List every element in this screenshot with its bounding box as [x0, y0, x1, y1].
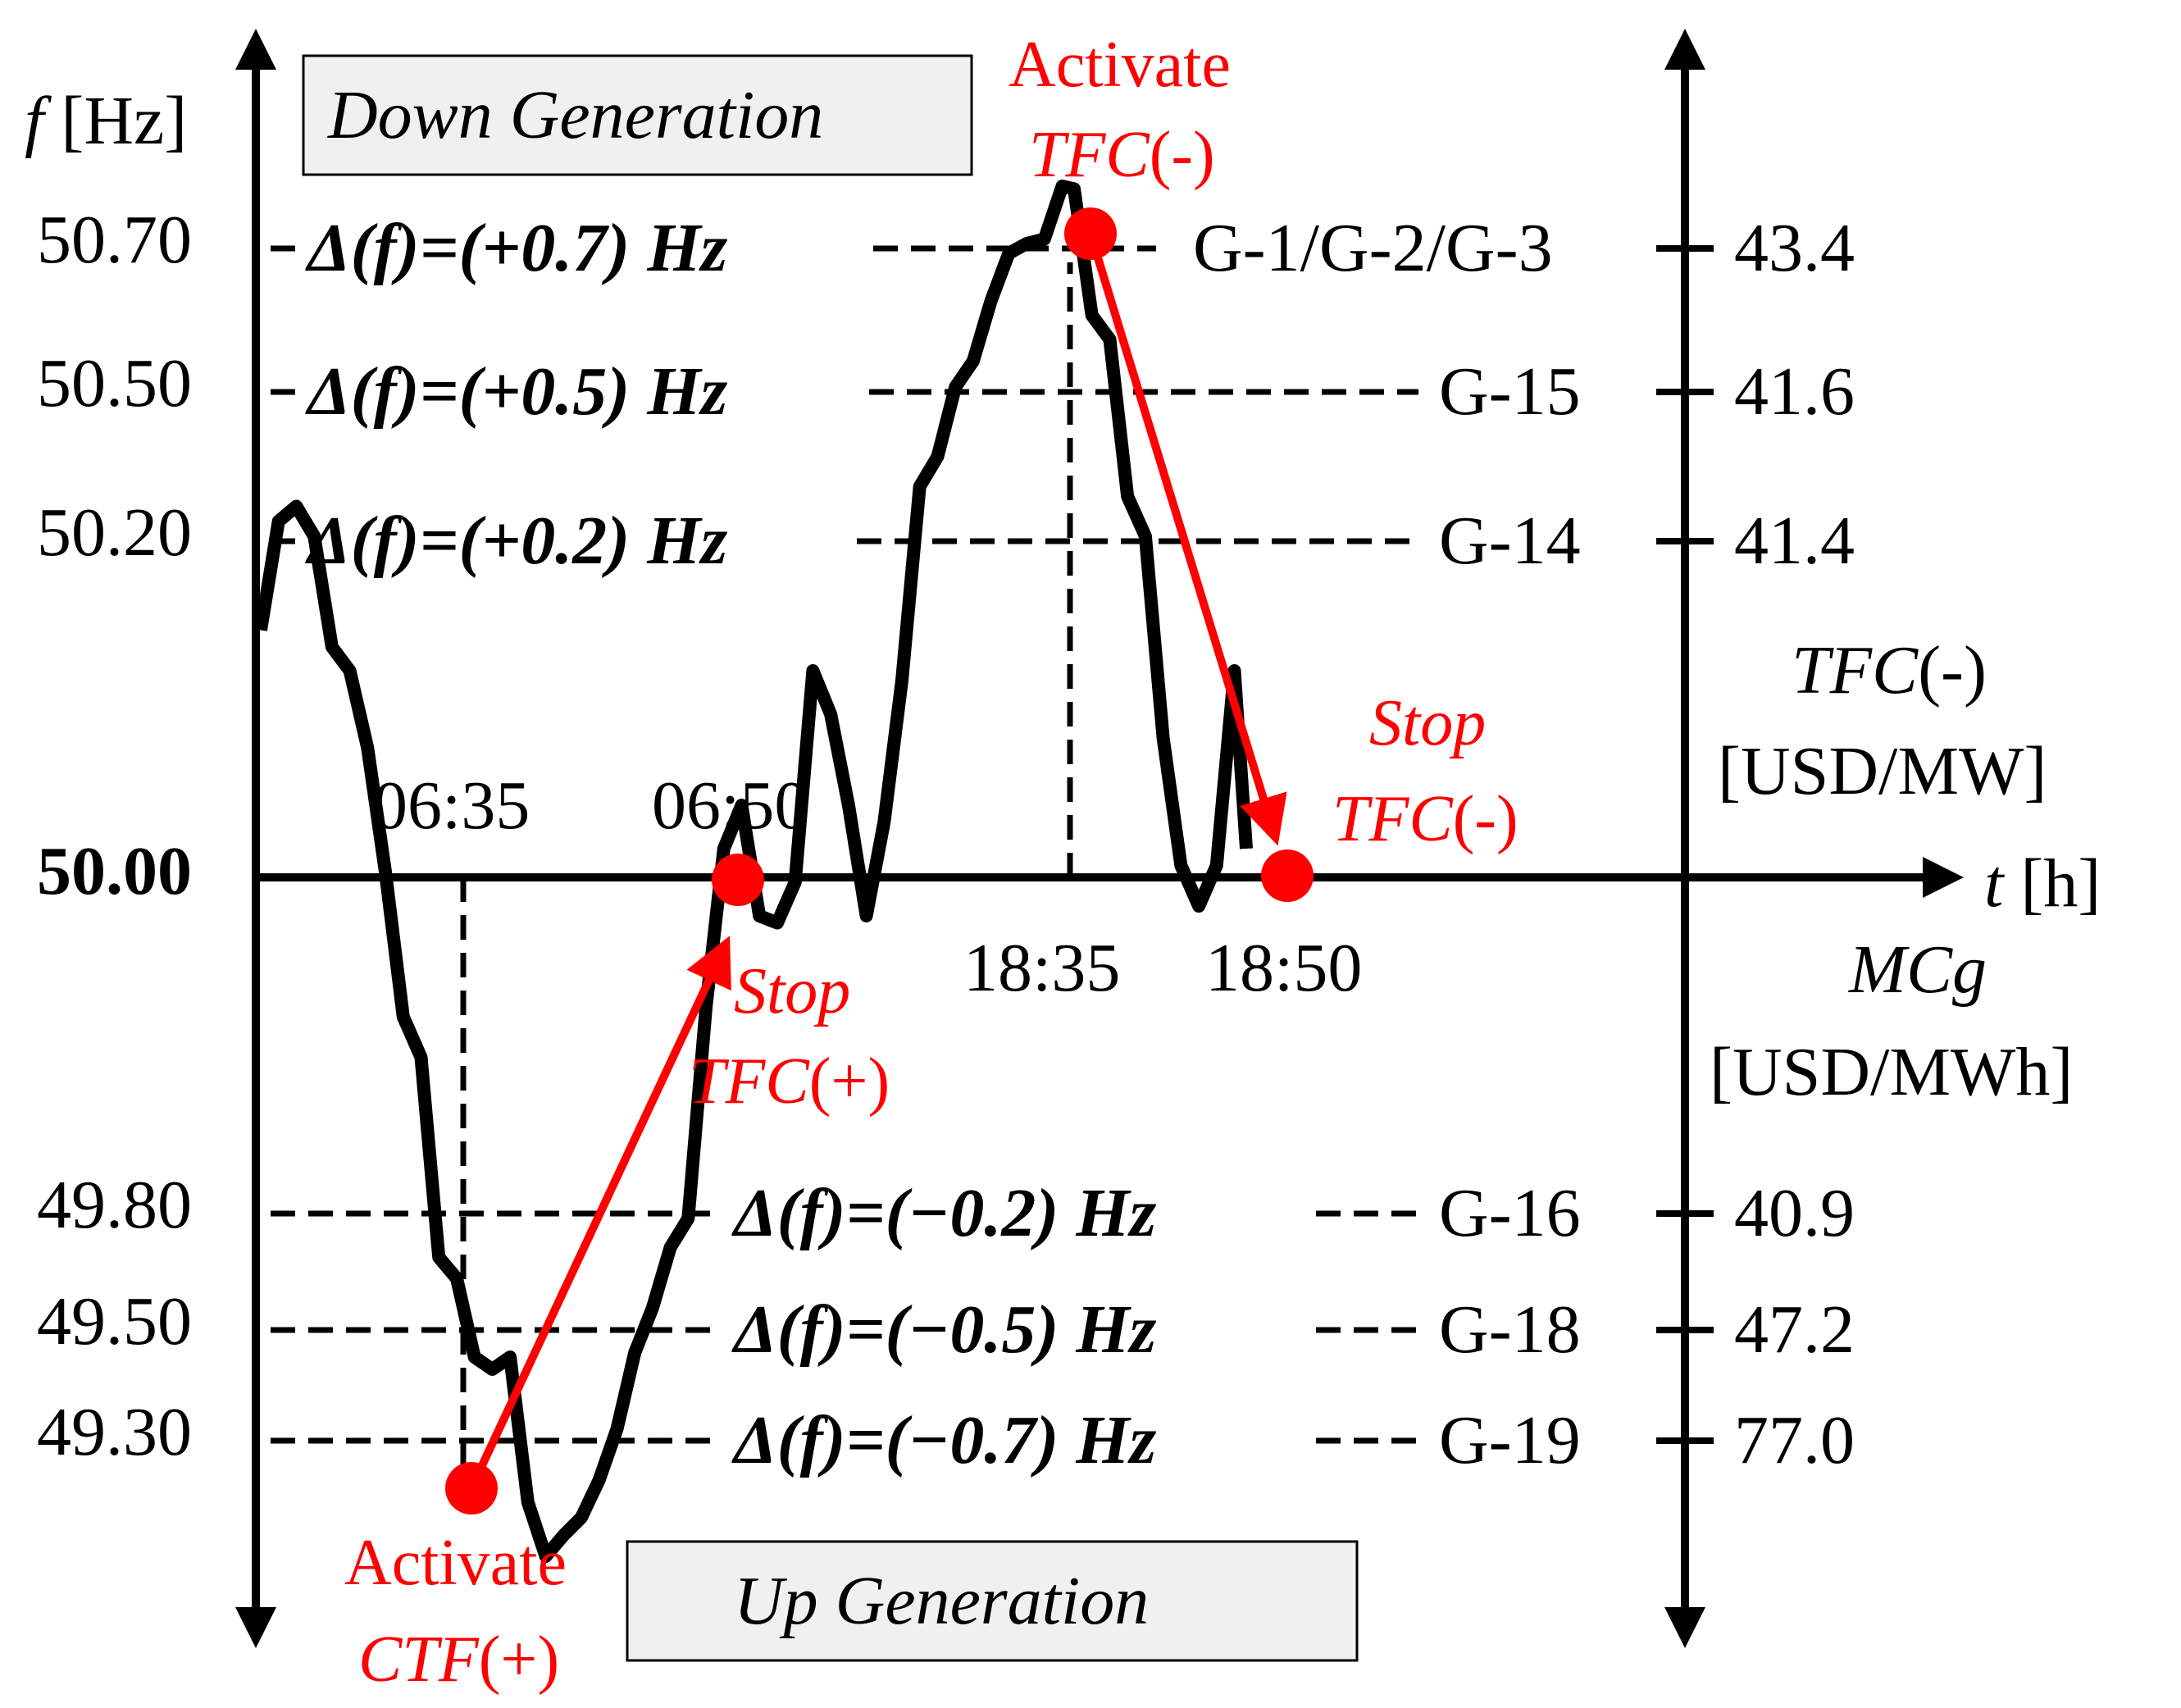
delta-label: Δ(f)=(+0.2) Hz: [305, 503, 728, 579]
tick-label-nominal: 50.00: [37, 833, 192, 909]
frequency-trace: [254, 180, 1253, 1563]
tick-label: 49.80: [37, 1167, 192, 1243]
arrow-up-generation: [467, 936, 731, 1491]
svg-text:TFC(-): TFC(-): [1029, 119, 1215, 191]
time-label: 06:35: [373, 767, 530, 844]
down-generation-box: Down Generation: [302, 54, 973, 176]
down-generation-label: Down Generation: [327, 77, 823, 153]
svg-text:Stop: Stop: [1369, 687, 1486, 759]
generator-label: G-15: [1439, 353, 1581, 430]
generator-label: G-18: [1439, 1291, 1581, 1368]
generator-labels: G-1/G-2/G-3 G-15 G-14 G-16 G-18 G-19: [1193, 210, 1581, 1478]
svg-text:Stop: Stop: [734, 955, 850, 1027]
mcg-axis-label: MCg: [1848, 931, 1987, 1008]
event-label-activate-minus: Activate TFC(-): [1009, 29, 1231, 191]
svg-text:TFC(+): TFC(+): [689, 1045, 890, 1118]
tick-label: 49.30: [37, 1394, 192, 1470]
event-label-activate-plus: Activate CTF(+): [344, 1527, 567, 1696]
tick-label: 49.50: [37, 1283, 192, 1360]
price-label: 40.9: [1734, 1175, 1855, 1251]
time-label: 18:50: [1205, 930, 1362, 1006]
event-dot-stop-plus: [712, 854, 764, 906]
frequency-axis-label: f [Hz]: [25, 83, 187, 159]
delta-label: Δ(f)=(−0.5) Hz: [731, 1291, 1157, 1368]
event-label-stop-plus: Stop TFC(+): [689, 955, 890, 1118]
generator-label: G-16: [1439, 1175, 1581, 1251]
svg-text:Activate: Activate: [344, 1527, 567, 1599]
tick-label: 50.20: [37, 494, 192, 571]
price-label: 43.4: [1734, 210, 1855, 286]
delta-label: Δ(f)=(−0.7) Hz: [731, 1402, 1157, 1478]
generator-label: G-14: [1439, 503, 1581, 579]
svg-text:Activate: Activate: [1009, 29, 1231, 101]
delta-labels: Δ(f)=(+0.7) Hz Δ(f)=(+0.5) Hz Δ(f)=(+0.2…: [305, 210, 1157, 1478]
price-label: 41.4: [1734, 503, 1855, 579]
svg-text:TFC(-): TFC(-): [1332, 783, 1519, 855]
delta-label: Δ(f)=(−0.2) Hz: [731, 1175, 1157, 1251]
delta-label: Δ(f)=(+0.7) Hz: [305, 210, 728, 286]
arrow-down-generation: [1086, 232, 1287, 846]
tick-label: 50.50: [37, 345, 192, 421]
up-generation-label: Up Generation: [734, 1563, 1149, 1639]
right-axis-ticks: [1656, 245, 1714, 1444]
svg-text:CTF(+): CTF(+): [358, 1624, 559, 1696]
up-generation-box: Up Generation: [626, 1540, 1359, 1662]
price-label: 77.0: [1734, 1402, 1855, 1478]
event-dot-activate-plus: [445, 1462, 498, 1514]
tfc-axis-label: TFC(-): [1792, 632, 1987, 708]
time-label: 06:50: [652, 767, 808, 844]
event-dot-activate-minus: [1064, 207, 1117, 260]
mcg-axis-unit: [USD/MWh]: [1710, 1034, 2073, 1110]
tick-label: 50.70: [37, 202, 192, 278]
tfc-axis-unit: [USD/MW]: [1718, 733, 2047, 809]
time-label: 18:35: [963, 930, 1120, 1006]
time-axis-label: t [h]: [1984, 845, 2101, 922]
delta-label: Δ(f)=(+0.5) Hz: [305, 353, 728, 430]
price-label: 41.6: [1734, 353, 1855, 430]
price-labels: 43.4 41.6 41.4 40.9 47.2 77.0: [1734, 210, 1855, 1478]
left-axis-tick-labels: 50.70 50.50 50.20 50.00 49.80 49.50 49.3…: [37, 202, 192, 1470]
time-labels: 06:35 06:50 18:35 18:50: [373, 767, 1362, 1006]
event-label-stop-minus: Stop TFC(-): [1332, 687, 1519, 855]
event-dot-stop-minus: [1261, 849, 1314, 902]
price-label: 47.2: [1734, 1291, 1855, 1368]
generator-label: G-1/G-2/G-3: [1193, 210, 1553, 286]
generator-label: G-19: [1439, 1402, 1581, 1478]
